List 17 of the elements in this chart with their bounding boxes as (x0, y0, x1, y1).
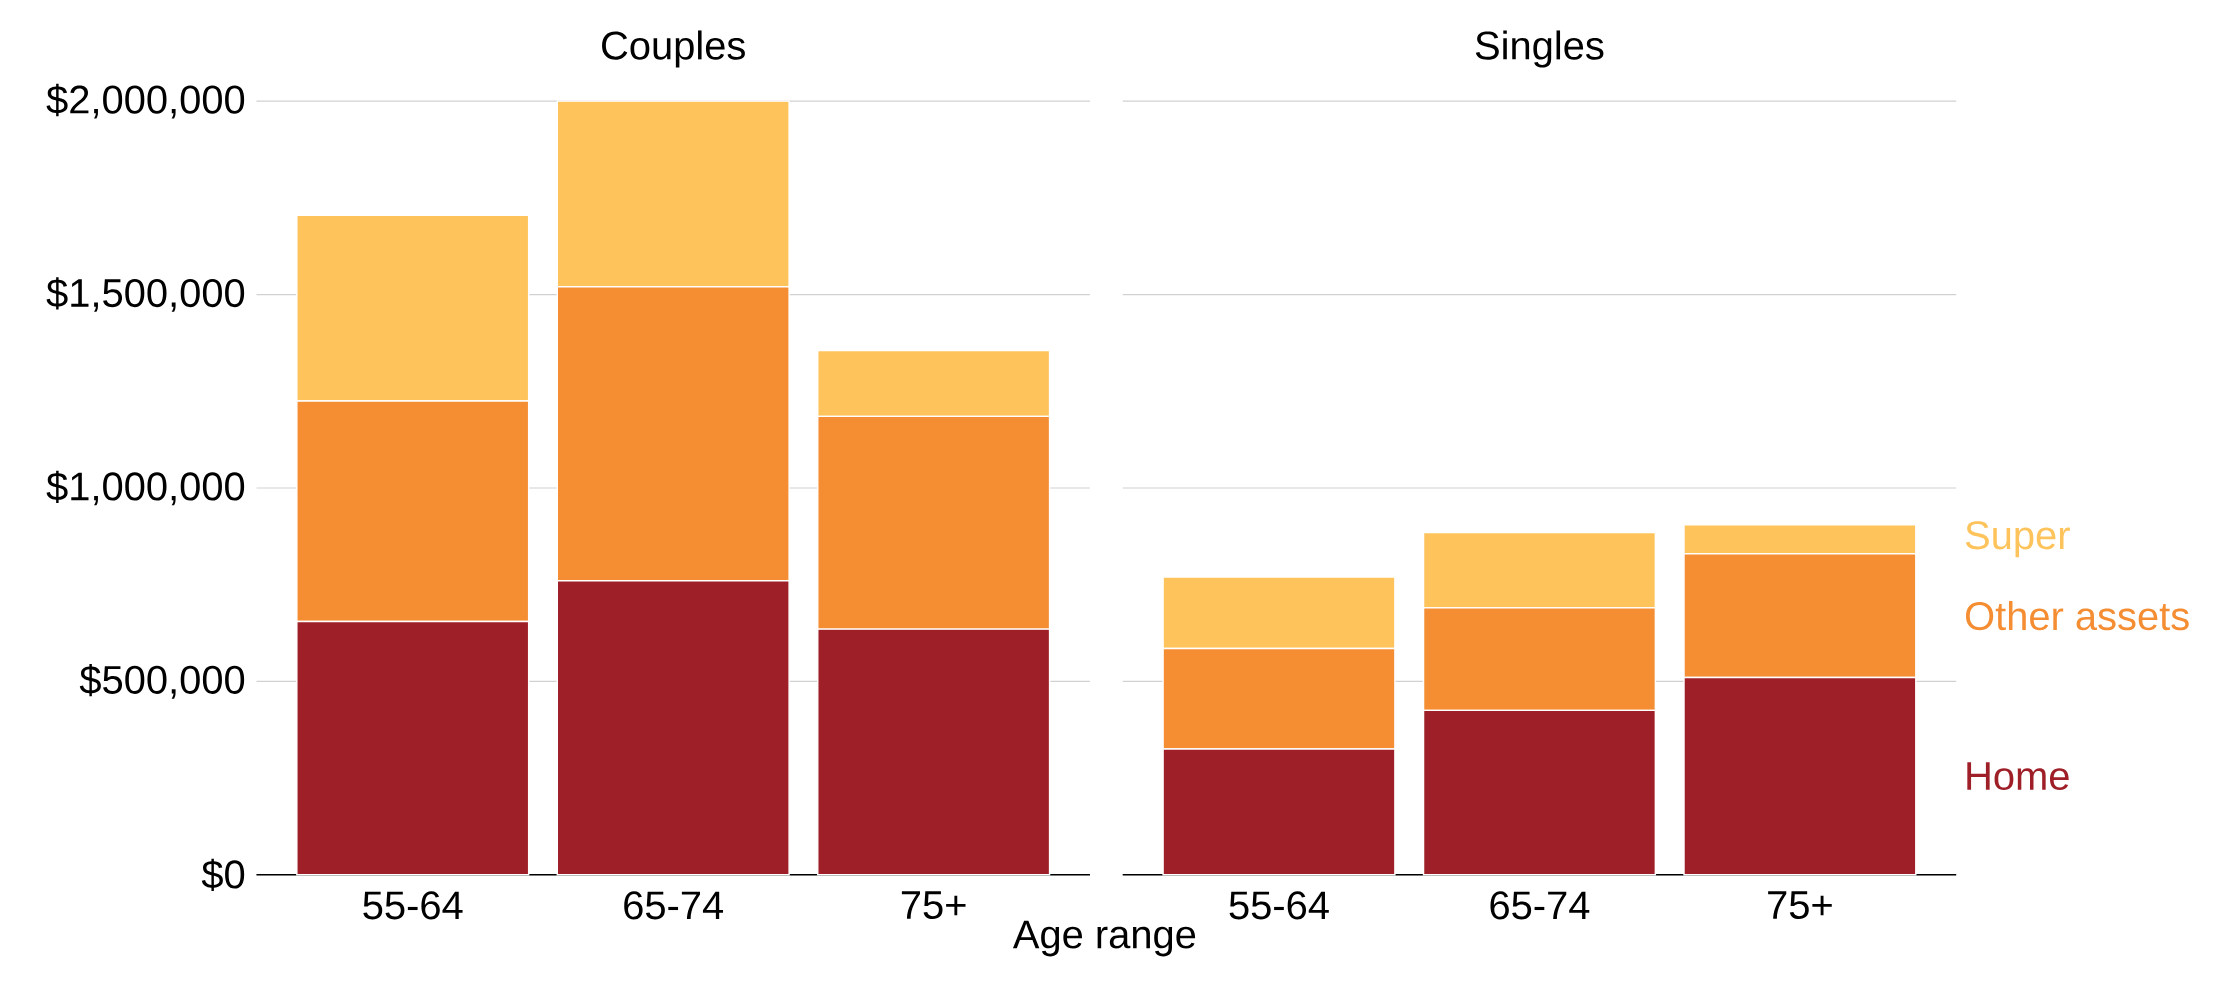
chart-title: Singles (1475, 30, 1604, 68)
y-tick-label: $0 (201, 858, 245, 892)
y-tick-label: $2,000,000 (46, 83, 245, 119)
x-axis-title: Age range (1012, 920, 1196, 957)
series-label: Home (1967, 762, 2069, 791)
y-tick-label: $1,000,000 (46, 470, 245, 506)
series-label: Other assets (1965, 601, 2189, 631)
y-tick-label: $500,000 (79, 664, 245, 699)
x-tick-label: 65-74 (624, 891, 724, 920)
series-label: Super (1965, 521, 2070, 558)
x-tick-label: 55-64 (363, 891, 463, 920)
chart-title: Couples (602, 30, 745, 68)
x-tick-label: 55-64 (1229, 891, 1329, 920)
x-tick-label: 75+ (1768, 891, 1832, 920)
x-tick-label: 65-74 (1490, 891, 1590, 920)
x-tick-label: 75+ (901, 891, 966, 920)
y-tick-label: $1,500,000 (46, 277, 245, 312)
